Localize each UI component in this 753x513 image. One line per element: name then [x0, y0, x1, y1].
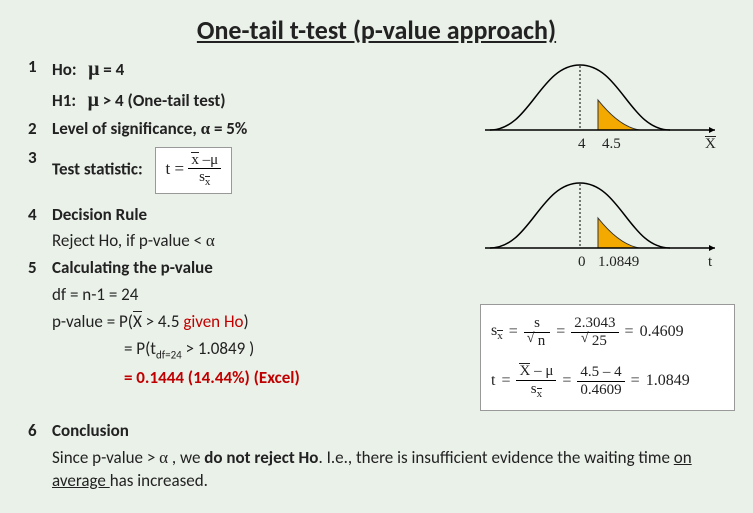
se-num-val: 2.3043 [571, 315, 618, 333]
sig-text-b: = 5% [210, 118, 247, 139]
conc-d: has increased. [110, 470, 208, 491]
significance-level: Level of significance, α = 5% [52, 118, 478, 141]
t-num-val: 4.5 – 4 [577, 364, 624, 382]
step-6: 6 Conclusion Since p-value > α , we do n… [28, 420, 728, 497]
distribution-chart-1: 4 4.5 X [480, 60, 735, 160]
t-formula-box: t = x –μ sx [155, 147, 233, 194]
pvalue-line2: = P(tdf=24 > 1.0849 ) [52, 338, 478, 363]
s-sub-xbar: x [205, 176, 211, 188]
step-5-pv2: = P(tdf=24 > 1.0849 ) [28, 338, 478, 363]
pv1c: ) [244, 311, 249, 332]
chart2-label-axis: t [708, 254, 712, 271]
pvalue-line1: p-value = P(X > 4.5 given Ho) [52, 311, 478, 334]
step-5-pv1: p-value = P(X > 4.5 given Ho) [28, 311, 478, 334]
df-text: df = n-1 = 24 [52, 284, 478, 307]
pv2-sub: df=24 [156, 349, 182, 362]
conc-a: Since p-value > [52, 447, 159, 468]
ho-expression: = 4 [103, 59, 124, 80]
calc-pvalue-label: Calculating the p-value [52, 257, 478, 280]
test-statistic: Test statistic: t = x –μ sx [52, 147, 478, 194]
decision-rule-text: Reject Ho, if p-value < α [52, 230, 478, 253]
conc-b: , we [168, 447, 204, 468]
axis-arrow [709, 245, 715, 251]
xbar-symbol: X [133, 311, 142, 334]
given-ho: given Ho [183, 311, 243, 332]
chart-area: 4 4.5 X 0 1.0849 t [480, 60, 735, 296]
step-number: 2 [28, 118, 52, 141]
step-4: 4 Decision Rule [28, 204, 478, 227]
t-result: 1.0849 [646, 372, 690, 390]
step-1: 1 Ho: μ = 4 [28, 56, 478, 83]
hypothesis-null: Ho: μ = 4 [52, 56, 478, 83]
t-lhs: t [491, 372, 495, 390]
conc-bold: do not reject Ho [204, 447, 318, 468]
distribution-chart-2: 0 1.0849 t [480, 178, 735, 278]
step-5-df: df = n-1 = 24 [28, 284, 478, 307]
chart2-label-crit: 1.0849 [598, 254, 639, 271]
std-error-eq: sx = s n = 2.3043 25 = 0.4609 [491, 315, 724, 349]
main-content: 1 Ho: μ = 4 H1: μ > 4 (One-tail test) 2 … [28, 56, 478, 394]
h1-label: H1: [52, 90, 76, 111]
minus-mu: –μ [199, 152, 218, 168]
pv2b: > 1.0849 ) [182, 338, 255, 359]
test-stat-label: Test statistic: [52, 158, 143, 179]
h1-expression: > 4 (One-tail test) [103, 90, 226, 111]
t-stat-eq: t = X – μ sx = 4.5 – 4 0.4609 = 1.0849 [491, 363, 724, 400]
step-5: 5 Calculating the p-value [28, 257, 478, 280]
mu-symbol: μ [88, 89, 99, 111]
step-2: 2 Level of significance, α = 5% [28, 118, 478, 141]
conc-c: . I.e., there is insufficient evidence t… [318, 447, 673, 468]
step-3: 3 Test statistic: t = x –μ sx [28, 147, 478, 194]
se-lhs: sx [491, 322, 503, 342]
conclusion-label: Conclusion [52, 420, 728, 443]
alpha-symbol: α [201, 119, 211, 138]
chart1-label-crit: 4.5 [602, 136, 621, 153]
step-5-pv3: = 0.1444 (14.44%) (Excel) [28, 367, 478, 390]
t-mu: μ [545, 363, 553, 379]
alpha-symbol: α [206, 231, 215, 250]
chart2-label-center: 0 [578, 254, 586, 271]
xbar-symbol: x [191, 152, 199, 169]
alpha-symbol: α [159, 448, 168, 467]
se-den-sym: n [536, 332, 548, 349]
chart1-label-center: 4 [578, 136, 586, 153]
step-number: 1 [28, 56, 52, 83]
pv1b: > 4.5 [142, 311, 184, 332]
hypothesis-alt: H1: μ > 4 (One-tail test) [52, 87, 478, 114]
mu-symbol: μ [88, 58, 99, 80]
ho-label: Ho: [52, 59, 77, 80]
se-result: 0.4609 [640, 323, 684, 341]
step-4b: Reject Ho, if p-value < α [28, 230, 478, 253]
axis-arrow [709, 127, 715, 133]
pv2a: = P(t [124, 338, 156, 359]
calculation-box: sx = s n = 2.3043 25 = 0.4609 t = X – μ … [480, 304, 735, 411]
conclusion-text: Since p-value > α , we do not reject Ho.… [52, 447, 728, 493]
sig-text-a: Level of significance, [52, 118, 201, 139]
t-letter: t [166, 159, 171, 178]
step-1b: H1: μ > 4 (One-tail test) [28, 87, 478, 114]
t-den-val: 0.4609 [577, 382, 624, 399]
rule-text: Reject Ho, if p-value < [52, 230, 206, 251]
pv1a: p-value = P( [52, 311, 133, 332]
step-number: 3 [28, 147, 52, 194]
shaded-region [598, 218, 640, 248]
step-number: 4 [28, 204, 52, 227]
step-number: 6 [28, 420, 52, 443]
pvalue-result: = 0.1444 (14.44%) (Excel) [52, 367, 478, 390]
shaded-region [598, 100, 640, 130]
step-number: 5 [28, 257, 52, 280]
page-title: One-tail t-test (p-value approach) [0, 0, 753, 46]
decision-rule-label: Decision Rule [52, 204, 478, 227]
se-den-val: 25 [590, 332, 609, 349]
t-xbar: X [519, 363, 530, 380]
